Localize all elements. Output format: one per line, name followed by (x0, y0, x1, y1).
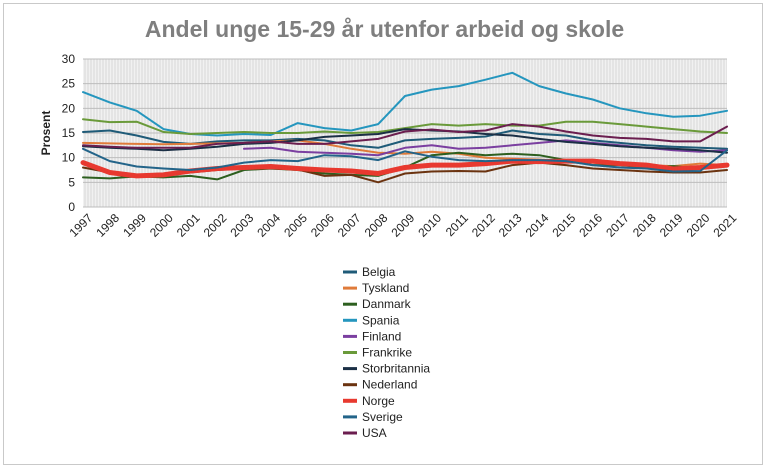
x-tick-label: 2018 (630, 211, 659, 240)
y-tick-label: 30 (62, 52, 76, 66)
series-line (80, 158, 730, 179)
x-tick-label: 2019 (657, 211, 686, 240)
x-tick-label: 2008 (362, 211, 391, 240)
x-tick-label: 2014 (523, 211, 552, 240)
legend-label: Finland (362, 329, 401, 343)
y-tick-label: 20 (62, 101, 76, 115)
legend-label: Nederland (362, 378, 417, 392)
x-tick-label: 2003 (228, 211, 257, 240)
legend-label: Norge (362, 394, 395, 408)
chart-title: Andel unge 15-29 år utenfor arbeid og sk… (144, 16, 625, 42)
y-tick-label: 5 (68, 175, 75, 189)
y-tick-label: 0 (68, 200, 75, 214)
x-tick-label: 1997 (67, 211, 96, 240)
x-tick-label: 1998 (93, 211, 122, 240)
legend-label: Sverige (362, 410, 403, 424)
y-tick-label: 10 (62, 151, 76, 165)
x-tick-label: 2002 (201, 211, 230, 240)
y-tick-label: 25 (62, 77, 76, 91)
x-tick-label: 2016 (576, 211, 605, 240)
x-tick-label: 2017 (603, 211, 632, 240)
legend-label: Danmark (362, 297, 412, 311)
x-tick-label: 2009 (389, 211, 418, 240)
legend-label: USA (362, 426, 387, 440)
x-tick-label: 2013 (496, 211, 525, 240)
x-tick-label: 2005 (281, 211, 310, 240)
legend-label: Tyskland (362, 281, 409, 295)
legend-label: Frankrike (362, 346, 412, 360)
x-tick-label: 2004 (254, 211, 283, 240)
x-tick-label: 2010 (415, 211, 444, 240)
x-tick-label: 2020 (684, 211, 713, 240)
x-tick-label: 2006 (308, 211, 337, 240)
series-line (82, 118, 728, 135)
x-tick-label: 2000 (147, 211, 176, 240)
legend-label: Storbritannia (362, 362, 430, 376)
y-tick-label: 15 (62, 126, 76, 140)
series-line (82, 147, 728, 173)
y-axis-title: Prosent (39, 111, 53, 156)
series-line (82, 123, 728, 149)
legend-label: Spania (362, 313, 400, 327)
x-tick-label: 2011 (443, 211, 471, 239)
legend-label: Belgia (362, 265, 396, 279)
x-tick-label: 2007 (335, 211, 364, 240)
x-tick-label: 2021 (711, 211, 740, 240)
x-tick-label: 2001 (174, 211, 203, 240)
x-tick-label: 2012 (469, 211, 498, 240)
x-tick-label: 2015 (550, 211, 579, 240)
x-tick-label: 1999 (120, 211, 149, 240)
